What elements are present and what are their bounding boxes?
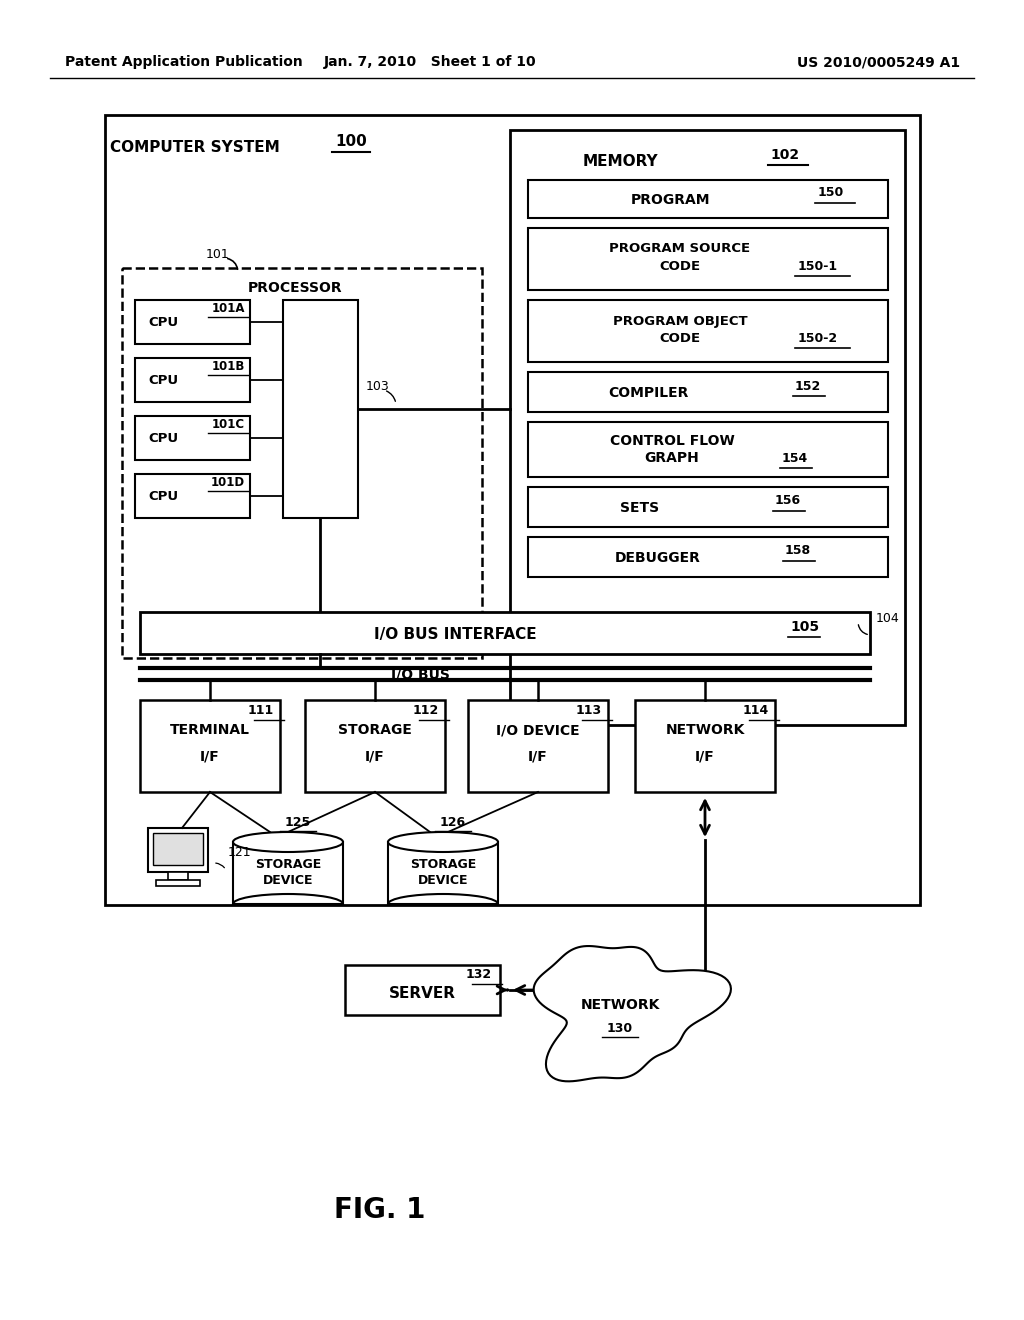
Text: 154: 154	[782, 451, 808, 465]
Text: STORAGE: STORAGE	[410, 858, 476, 871]
Text: CONTROL FLOW: CONTROL FLOW	[609, 434, 734, 447]
Text: 100: 100	[335, 135, 367, 149]
Text: STORAGE: STORAGE	[338, 723, 412, 737]
Text: NETWORK: NETWORK	[666, 723, 744, 737]
Bar	[305, 700, 445, 792]
Text: 114: 114	[742, 705, 769, 718]
Text: 150: 150	[818, 186, 844, 199]
Text: 158: 158	[785, 544, 811, 557]
Text: Jan. 7, 2010   Sheet 1 of 10: Jan. 7, 2010 Sheet 1 of 10	[324, 55, 537, 69]
Bar	[528, 300, 888, 362]
Bar	[528, 180, 888, 218]
Text: 150-2: 150-2	[798, 331, 838, 345]
Text: I/F: I/F	[695, 748, 715, 763]
Bar	[233, 842, 343, 904]
Text: COMPUTER SYSTEM: COMPUTER SYSTEM	[111, 140, 280, 156]
Text: 102: 102	[770, 148, 799, 162]
PathPatch shape	[534, 946, 731, 1081]
Bar	[510, 129, 905, 725]
Text: 121: 121	[228, 846, 252, 859]
Text: NETWORK: NETWORK	[581, 998, 659, 1012]
Bar	[105, 115, 920, 906]
Text: MEMORY: MEMORY	[583, 154, 657, 169]
Text: 101B: 101B	[211, 359, 245, 372]
Bar	[528, 537, 888, 577]
Text: 132: 132	[466, 969, 492, 982]
Text: I/O DEVICE: I/O DEVICE	[497, 723, 580, 737]
Text: I/O BUS INTERFACE: I/O BUS INTERFACE	[374, 627, 537, 642]
Text: 125: 125	[285, 816, 311, 829]
Bar	[345, 965, 500, 1015]
Bar	[635, 700, 775, 792]
Text: I/F: I/F	[366, 748, 385, 763]
Bar	[140, 612, 870, 653]
Text: I/O BUS: I/O BUS	[390, 667, 450, 681]
Text: STORAGE: STORAGE	[255, 858, 322, 871]
Bar	[528, 422, 888, 477]
Bar	[148, 828, 208, 873]
Text: DEVICE: DEVICE	[263, 874, 313, 887]
Bar	[528, 487, 888, 527]
Text: 156: 156	[775, 495, 801, 507]
Text: 103: 103	[367, 380, 390, 392]
Text: DEVICE: DEVICE	[418, 874, 468, 887]
Text: 111: 111	[248, 705, 274, 718]
Ellipse shape	[233, 832, 343, 851]
Text: 150-1: 150-1	[798, 260, 838, 272]
Text: DEBUGGER: DEBUGGER	[615, 550, 701, 565]
Bar	[388, 842, 498, 904]
Text: 126: 126	[440, 816, 466, 829]
Text: 101: 101	[206, 248, 229, 260]
Text: 112: 112	[413, 705, 439, 718]
Bar	[468, 700, 608, 792]
Text: 113: 113	[575, 705, 602, 718]
Bar	[283, 300, 358, 517]
Text: PROGRAM SOURCE: PROGRAM SOURCE	[609, 243, 751, 256]
Bar	[528, 228, 888, 290]
Text: I/F: I/F	[528, 748, 548, 763]
Bar	[528, 372, 888, 412]
Text: FIG. 1: FIG. 1	[334, 1196, 426, 1224]
Text: PROGRAM OBJECT: PROGRAM OBJECT	[612, 314, 748, 327]
Text: GRAPH: GRAPH	[645, 451, 699, 465]
Text: Patent Application Publication: Patent Application Publication	[65, 55, 303, 69]
Bar	[135, 358, 250, 403]
Text: 101A: 101A	[211, 301, 245, 314]
Text: CODE: CODE	[659, 260, 700, 272]
Bar	[140, 700, 280, 792]
Text: TERMINAL: TERMINAL	[170, 723, 250, 737]
Text: I/F: I/F	[200, 748, 220, 763]
Text: PROGRAM: PROGRAM	[630, 193, 710, 207]
Text: CPU: CPU	[147, 490, 178, 503]
Text: CPU: CPU	[147, 432, 178, 445]
Bar	[156, 880, 200, 886]
Text: CPU: CPU	[147, 374, 178, 387]
Bar	[135, 416, 250, 459]
Bar	[168, 873, 188, 880]
Ellipse shape	[388, 832, 498, 851]
Text: 101D: 101D	[211, 475, 245, 488]
Text: 130: 130	[607, 1022, 633, 1035]
Text: 105: 105	[790, 620, 819, 634]
Bar	[122, 268, 482, 657]
Text: SETS: SETS	[621, 502, 659, 515]
Bar	[153, 833, 203, 865]
Bar	[135, 474, 250, 517]
Text: PROCESSOR: PROCESSOR	[248, 281, 342, 294]
Text: CPU: CPU	[147, 315, 178, 329]
Text: 152: 152	[795, 380, 821, 392]
Text: CODE: CODE	[659, 331, 700, 345]
Text: 104: 104	[876, 611, 900, 624]
Text: US 2010/0005249 A1: US 2010/0005249 A1	[797, 55, 961, 69]
Text: 101C: 101C	[211, 417, 245, 430]
Bar	[135, 300, 250, 345]
Text: SERVER: SERVER	[389, 986, 456, 1001]
Text: COMPILER: COMPILER	[608, 385, 688, 400]
